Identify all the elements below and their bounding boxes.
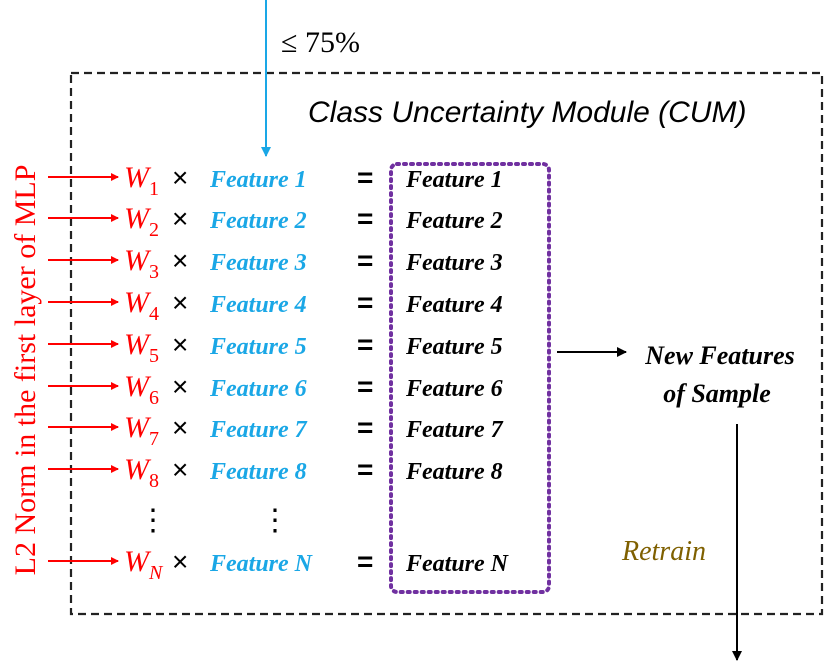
weight-symbol: W	[124, 453, 152, 486]
weight-symbol: W	[124, 202, 152, 235]
weight-term: W1	[124, 161, 159, 200]
equation-rows: W1 × Feature 1 = Feature 1W2 × Feature 2 = Featu…	[48, 161, 510, 584]
equals-sign: =	[357, 546, 373, 577]
equals-sign: =	[357, 329, 373, 360]
weight-symbol: W	[124, 370, 152, 403]
input-feature: Feature 7	[209, 417, 308, 443]
feature-ellipsis: ⋮	[260, 504, 290, 537]
weight-term: WN	[124, 545, 164, 584]
output-feature: Feature 2	[405, 208, 503, 234]
weight-symbol: W	[124, 411, 152, 444]
equals-sign: =	[357, 412, 373, 443]
output-feature: Feature 3	[405, 250, 503, 276]
weight-term: W8	[124, 453, 159, 492]
input-feature: Feature 1	[209, 167, 307, 193]
weight-subscript: 4	[149, 303, 159, 325]
times-sign: ×	[172, 546, 188, 577]
module-border	[69, 71, 824, 616]
new-features-label-line2: of Sample	[663, 379, 771, 408]
input-feature: Feature 6	[209, 376, 307, 402]
input-feature: Feature 3	[209, 250, 307, 276]
equals-sign: =	[357, 162, 373, 193]
equals-sign: =	[357, 287, 373, 318]
equals-sign: =	[357, 245, 373, 276]
weight-subscript: 8	[149, 470, 159, 492]
input-feature: Feature 2	[209, 208, 307, 234]
weight-term: W2	[124, 202, 159, 241]
threshold-label: ≤ 75%	[281, 26, 360, 59]
input-feature: Feature N	[209, 551, 314, 577]
weight-symbol: W	[124, 161, 152, 194]
equals-sign: =	[357, 371, 373, 402]
weight-term: W5	[124, 328, 159, 367]
weight-subscript: 3	[149, 261, 159, 283]
weight-ellipsis: ⋮	[138, 504, 168, 537]
weight-subscript: 1	[149, 178, 159, 200]
input-feature: Feature 8	[209, 459, 307, 485]
equals-sign: =	[357, 203, 373, 234]
output-feature: Feature 6	[405, 376, 503, 402]
output-feature: Feature 8	[405, 459, 503, 485]
times-sign: ×	[172, 454, 188, 485]
times-sign: ×	[172, 329, 188, 360]
output-feature: Feature N	[405, 551, 510, 577]
times-sign: ×	[172, 245, 188, 276]
new-features-label-line1: New Features	[644, 341, 795, 370]
input-feature: Feature 4	[209, 292, 307, 318]
weight-symbol: W	[124, 286, 152, 319]
output-feature: Feature 7	[405, 417, 504, 443]
input-feature: Feature 5	[209, 334, 307, 360]
weight-term: W3	[124, 244, 159, 283]
output-feature: Feature 1	[405, 167, 503, 193]
weight-term: W4	[124, 286, 159, 325]
weight-subscript: 6	[149, 387, 159, 409]
times-sign: ×	[172, 371, 188, 402]
times-sign: ×	[172, 287, 188, 318]
times-sign: ×	[172, 162, 188, 193]
output-feature: Feature 4	[405, 292, 503, 318]
output-box	[389, 162, 551, 594]
times-sign: ×	[172, 203, 188, 234]
weight-symbol: W	[124, 328, 152, 361]
module-title: Class Uncertainty Module (CUM)	[308, 96, 746, 129]
weight-subscript: N	[148, 562, 164, 584]
weight-subscript: 7	[149, 428, 159, 450]
weight-symbol: W	[124, 244, 152, 277]
side-label: L2 Norm in the first layer of MLP	[9, 165, 42, 576]
output-feature: Feature 5	[405, 334, 503, 360]
weight-term: W6	[124, 370, 159, 409]
weight-term: W7	[124, 411, 159, 450]
retrain-label: Retrain	[621, 536, 706, 567]
equals-sign: =	[357, 454, 373, 485]
weight-subscript: 2	[149, 219, 159, 241]
weight-symbol: W	[124, 545, 152, 578]
weight-subscript: 5	[149, 345, 159, 367]
times-sign: ×	[172, 412, 188, 443]
